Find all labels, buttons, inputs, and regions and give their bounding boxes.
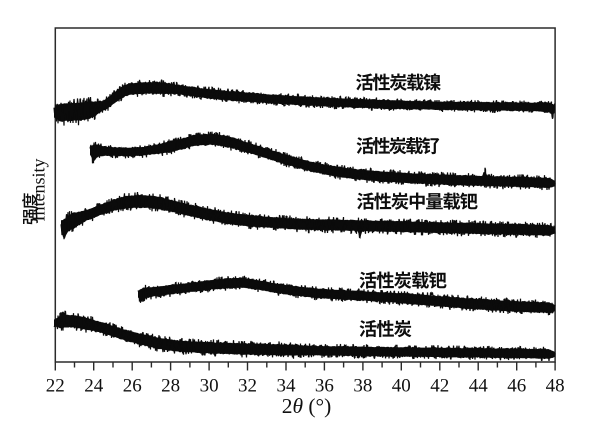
svg-text:28: 28	[161, 376, 180, 397]
svg-text:24: 24	[84, 376, 104, 397]
svg-text:40: 40	[392, 376, 411, 397]
svg-text:46: 46	[507, 376, 526, 397]
svg-text:34: 34	[277, 376, 297, 397]
svg-text:2θ (°): 2θ (°)	[282, 394, 332, 418]
svg-text:42: 42	[430, 376, 449, 397]
svg-text:32: 32	[238, 376, 257, 397]
svg-text:Intensity: Intensity	[29, 159, 49, 222]
svg-text:30: 30	[200, 376, 219, 397]
svg-text:38: 38	[353, 376, 372, 397]
svg-text:44: 44	[469, 376, 489, 397]
svg-text:48: 48	[546, 376, 565, 397]
svg-text:36: 36	[315, 376, 334, 397]
svg-text:26: 26	[123, 376, 142, 397]
svg-text:22: 22	[46, 376, 65, 397]
